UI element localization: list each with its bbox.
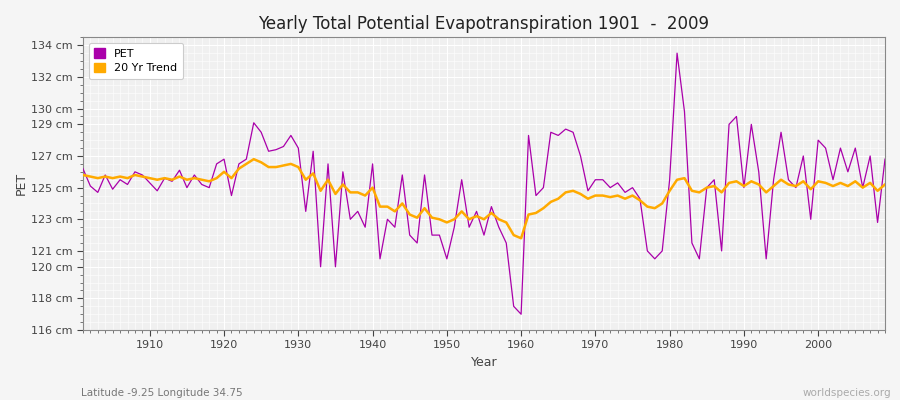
- PET: [508, 304, 519, 309]
- PET: [879, 157, 890, 162]
- PET: [301, 209, 311, 214]
- Line: 20 Yr Trend: 20 Yr Trend: [83, 159, 885, 238]
- Title: Yearly Total Potential Evapotranspiration 1901  -  2009: Yearly Total Potential Evapotranspiratio…: [258, 15, 709, 33]
- PET: [523, 133, 534, 138]
- Line: PET: PET: [83, 53, 885, 314]
- 20 Yr Trend: [620, 196, 631, 201]
- 20 Yr Trend: [523, 212, 534, 217]
- 20 Yr Trend: [516, 236, 526, 241]
- PET: [612, 180, 623, 185]
- X-axis label: Year: Year: [471, 356, 498, 369]
- 20 Yr Trend: [137, 174, 148, 179]
- Text: worldspecies.org: worldspecies.org: [803, 388, 891, 398]
- PET: [77, 166, 88, 171]
- Y-axis label: PET: PET: [15, 172, 28, 195]
- Text: Latitude -9.25 Longitude 34.75: Latitude -9.25 Longitude 34.75: [81, 388, 243, 398]
- 20 Yr Trend: [352, 190, 363, 195]
- 20 Yr Trend: [531, 210, 542, 215]
- Legend: PET, 20 Yr Trend: PET, 20 Yr Trend: [88, 43, 183, 79]
- PET: [137, 172, 148, 177]
- 20 Yr Trend: [879, 182, 890, 187]
- PET: [516, 312, 526, 317]
- 20 Yr Trend: [248, 157, 259, 162]
- PET: [671, 51, 682, 56]
- 20 Yr Trend: [308, 171, 319, 176]
- PET: [345, 217, 356, 222]
- 20 Yr Trend: [77, 172, 88, 177]
